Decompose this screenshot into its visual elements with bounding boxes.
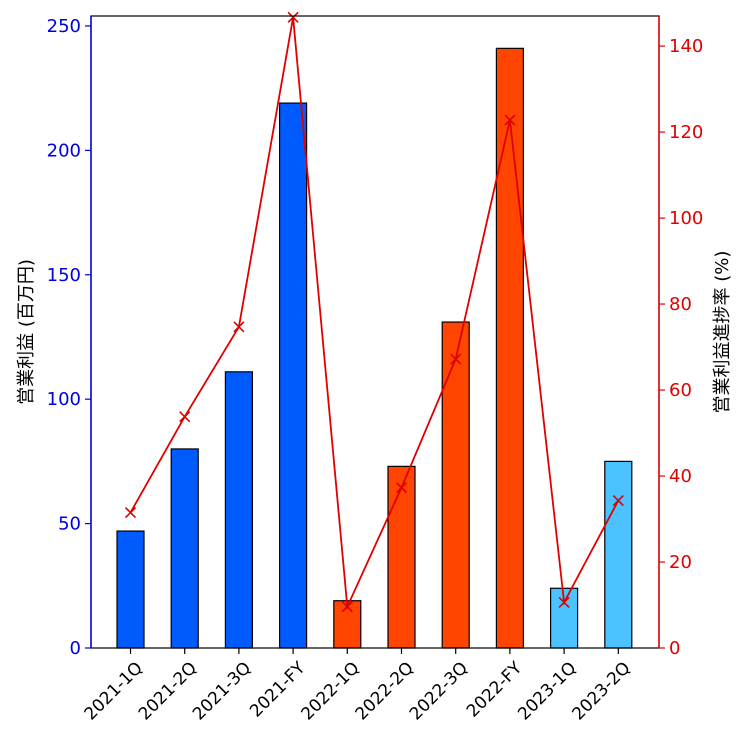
x-tick-label: 2021-3Q bbox=[189, 658, 255, 724]
point-marker-2022-2Q bbox=[395, 482, 408, 494]
point-marker-2021-3Q bbox=[233, 321, 245, 333]
x-tick-label: 2022-2Q bbox=[352, 658, 418, 724]
bar-2022-FY bbox=[495, 47, 524, 649]
progress-line-path bbox=[129, 17, 620, 611]
x-tick-label: 2023-2Q bbox=[568, 658, 634, 724]
point-marker-2022-3Q bbox=[450, 353, 462, 365]
bar-2021-FY bbox=[279, 102, 308, 649]
bar-2023-2Q bbox=[604, 460, 633, 649]
x-tick-label: 2023-1Q bbox=[514, 658, 580, 724]
right-tick-label: 140 bbox=[669, 36, 703, 57]
x-tick-label: 2021-1Q bbox=[81, 658, 147, 724]
point-marker-2023-2Q bbox=[612, 494, 624, 507]
left-tick-label: 150 bbox=[47, 265, 81, 286]
x-tick-label: 2022-1Q bbox=[297, 658, 363, 724]
bar-2022-2Q bbox=[387, 465, 416, 649]
point-marker-2023-1Q bbox=[558, 596, 570, 608]
right-tick-label: 80 bbox=[669, 294, 692, 315]
left-tick-label: 100 bbox=[47, 389, 81, 410]
left-tick-label: 50 bbox=[58, 514, 81, 535]
bar-2021-3Q bbox=[224, 371, 253, 649]
right-axis: 0 20 40 60 80 100 120 140 bbox=[658, 16, 703, 659]
point-marker-2021-FY bbox=[287, 11, 299, 23]
left-tick-label: 250 bbox=[47, 16, 81, 37]
point-marker-2021-2Q bbox=[179, 411, 191, 423]
left-tick-label: 200 bbox=[47, 140, 81, 161]
point-marker-2021-1Q bbox=[124, 507, 137, 519]
right-tick-label: 20 bbox=[669, 552, 692, 573]
right-tick-label: 120 bbox=[669, 122, 703, 143]
right-tick-label: 0 bbox=[669, 638, 680, 659]
bar-2021-2Q bbox=[170, 448, 199, 649]
x-axis: 2021-1Q2021-2Q2021-3Q2021-FY2022-1Q2022-… bbox=[81, 648, 635, 724]
progress-line bbox=[124, 11, 624, 613]
x-tick-label: 2021-2Q bbox=[135, 658, 201, 724]
point-marker-2022-1Q bbox=[341, 601, 353, 613]
point-marker-2022-FY bbox=[504, 114, 516, 126]
right-tick-label: 40 bbox=[669, 466, 692, 487]
bar-2021-1Q bbox=[116, 530, 145, 649]
right-tick-label: 60 bbox=[669, 380, 692, 401]
left-tick-label: 0 bbox=[70, 638, 81, 659]
x-tick-label: 2022-3Q bbox=[406, 658, 472, 724]
left-axis: 0 50 100 150 200 250 bbox=[47, 16, 92, 659]
y-axis-label-right: 営業利益進捗率 (%) bbox=[712, 251, 733, 414]
bar-2022-3Q bbox=[441, 321, 470, 649]
right-tick-label: 100 bbox=[669, 208, 703, 229]
y-axis-label-left: 営業利益 (百万円) bbox=[16, 259, 37, 405]
